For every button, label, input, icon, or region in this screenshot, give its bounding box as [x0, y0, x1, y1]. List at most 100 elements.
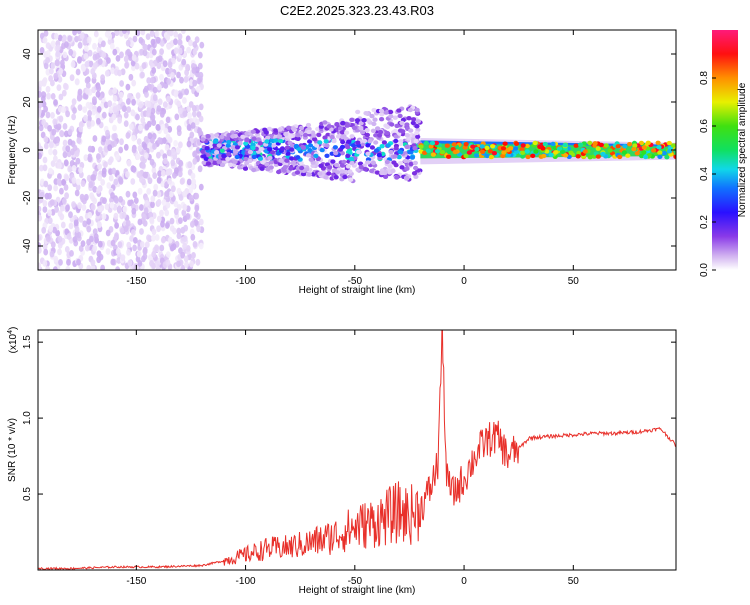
- spectrogram-cell: [128, 54, 134, 61]
- snr-x-tick-label: 50: [568, 576, 580, 587]
- spectrogram-cell: [166, 78, 172, 85]
- spectrogram-cell: [225, 156, 231, 162]
- spectrogram-cell: [74, 35, 79, 43]
- spectrogram-cell: [203, 157, 209, 162]
- spectrogram-cell: [643, 154, 649, 160]
- spectrogram-cell: [62, 123, 68, 130]
- spectrogram-cell: [59, 187, 64, 195]
- spectrogram-cell: [125, 171, 130, 178]
- spectrogram-cell: [156, 105, 162, 112]
- spectrogram-cell: [159, 110, 165, 118]
- spectrogram-cell: [264, 162, 270, 167]
- spectrogram-cell: [205, 134, 211, 139]
- spectrogram-cell: [173, 200, 179, 208]
- spectrogram-cell: [638, 140, 645, 146]
- spectrogram-cell: [176, 100, 182, 108]
- spectrogram-cell: [189, 228, 195, 236]
- spectrogram-cell: [198, 183, 204, 191]
- spectrogram-cell: [304, 167, 310, 172]
- spectrogram-cell: [532, 140, 538, 146]
- spectrogram-cell: [404, 133, 410, 138]
- spectrogram-cell: [96, 187, 101, 194]
- spectrogram-cell: [184, 69, 190, 76]
- spectrogram-cell: [634, 151, 640, 156]
- spectrogram-cell: [133, 197, 139, 205]
- spectrogram-cell: [57, 248, 62, 256]
- spectrogram-cell: [194, 36, 200, 43]
- spectrogram-cell: [281, 168, 287, 173]
- spectrogram-cell: [500, 146, 507, 151]
- spectrogram-cell: [87, 145, 93, 153]
- spectrogram-cell: [138, 101, 143, 109]
- spectrogram-cell: [43, 62, 49, 70]
- spectrogram-cell: [130, 229, 136, 236]
- spectrogram-marks: [38, 30, 676, 270]
- spectrogram-cell: [82, 92, 88, 100]
- spectrogram-cell: [112, 87, 118, 95]
- spectrogram-cell: [324, 143, 330, 148]
- spectrogram-cell: [149, 260, 154, 267]
- spectrogram-cell: [66, 233, 72, 240]
- spectrogram-cell: [548, 152, 554, 158]
- spectrogram-x-axis-label: Height of straight line (km): [299, 285, 416, 296]
- spectrogram-cell: [178, 217, 183, 225]
- spectrogram-cell: [286, 125, 292, 130]
- spectrogram-cell: [122, 105, 127, 113]
- spectrogram-cell: [83, 114, 88, 122]
- spectrogram-cell: [117, 205, 122, 213]
- spectrogram-cell: [170, 72, 175, 79]
- spectrogram-cell: [657, 154, 663, 159]
- spectrogram-cell: [127, 92, 132, 100]
- spectrogram-cell: [258, 147, 264, 152]
- spectrogram-cell: [473, 153, 480, 158]
- spectrogram-cell: [177, 38, 183, 46]
- spectrogram-cell: [383, 174, 389, 179]
- spectrogram-cell: [67, 128, 73, 136]
- spectrogram-cell: [71, 98, 77, 106]
- spectrogram-cell: [68, 222, 74, 230]
- spectrogram-cell: [247, 158, 253, 164]
- spectrogram-cell: [388, 109, 394, 115]
- spectrogram-cell: [126, 159, 132, 167]
- spectrogram-cell: [279, 146, 285, 151]
- snr-x-tick-label: -50: [348, 576, 363, 587]
- spectrogram-cell: [383, 110, 389, 115]
- spectrogram-cell: [348, 177, 354, 182]
- spectrogram-cell: [48, 75, 53, 82]
- spectrogram-cell: [632, 143, 638, 148]
- snr-y-tick-label: 1.5: [22, 335, 33, 349]
- spectrogram-cell: [72, 30, 77, 36]
- spectrogram-cell: [129, 235, 135, 242]
- spectrogram-cell: [95, 90, 101, 98]
- spectrogram-cell: [139, 204, 144, 211]
- spectrogram-cell: [138, 124, 143, 131]
- spectrogram-cell: [157, 137, 162, 144]
- spectrogram-cell: [135, 113, 140, 121]
- spectrogram-cell: [59, 213, 65, 221]
- spectrogram-x-tick-label: -100: [236, 276, 256, 287]
- spectrogram-cell: [194, 192, 200, 200]
- spectrogram-cell: [140, 162, 146, 169]
- spectrogram-cell: [160, 220, 165, 228]
- spectrogram-cell: [151, 228, 157, 236]
- spectrogram-cell: [97, 240, 103, 248]
- spectrogram-cell: [131, 166, 137, 173]
- spectrogram-cell: [403, 158, 409, 164]
- spectrogram-cell: [132, 35, 138, 43]
- spectrogram-cell: [392, 115, 398, 120]
- spectrogram-cell: [198, 103, 204, 111]
- spectrogram-cell: [38, 205, 42, 213]
- spectrogram-cell: [42, 243, 48, 251]
- spectrogram-cell: [104, 70, 110, 77]
- spectrogram-x-tick-label: -150: [126, 276, 146, 287]
- spectrogram-cell: [78, 215, 84, 223]
- spectrogram-cell: [87, 49, 93, 57]
- spectrogram-cell: [122, 30, 127, 34]
- spectrogram-cell: [639, 153, 645, 159]
- spectrogram-cell: [57, 34, 63, 42]
- spectrogram-cell: [45, 85, 51, 93]
- spectrogram-cell: [415, 134, 421, 139]
- spectrogram-cell: [125, 39, 131, 47]
- spectrogram-cell: [52, 118, 58, 126]
- spectrogram-cell: [177, 170, 183, 178]
